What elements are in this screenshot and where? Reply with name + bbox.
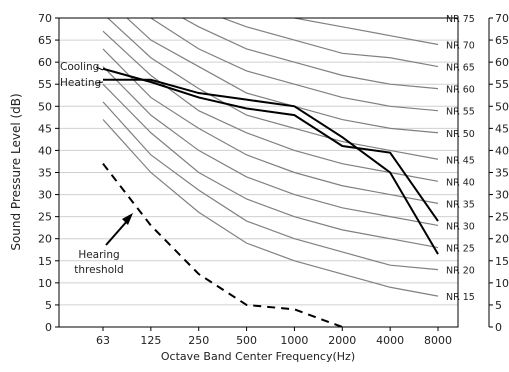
y-tick-label-right: 30	[495, 189, 509, 202]
nr-curve-line	[102, 48, 439, 204]
y-axis-title: Sound Pressure Level (dB)	[9, 93, 23, 250]
nr-curve-label: NR 30	[446, 221, 475, 232]
y-tick-label: 25	[38, 211, 52, 224]
y-tick-label: 45	[38, 122, 52, 135]
nr-curve-line	[106, 18, 439, 160]
nr-curve-line	[431, 18, 438, 19]
x-tick-label: 125	[140, 334, 161, 347]
x-tick-label: 2000	[328, 334, 356, 347]
x-tick-label: 250	[188, 334, 209, 347]
y-tick-label: 65	[38, 34, 52, 47]
y-tick-label: 0	[45, 321, 52, 334]
y-tick-label: 10	[38, 277, 52, 290]
nr-curves	[102, 18, 439, 297]
y-tick-label-right: 35	[495, 167, 509, 180]
y-tick-label: 35	[38, 167, 52, 180]
y-tick-label-right: 20	[495, 233, 509, 246]
x-axis-title: Octave Band Center Frequency(Hz)	[161, 350, 355, 363]
nr-curve-line	[181, 18, 439, 90]
nr-curve-label: NR 60	[446, 85, 475, 96]
y-tick-label: 5	[45, 299, 52, 312]
heating-leader	[95, 81, 104, 84]
x-tick-label: 500	[236, 334, 257, 347]
nr-curve-label: NR 40	[446, 177, 475, 188]
y-tick-label: 40	[38, 144, 52, 157]
y-tick-label-right: 25	[495, 211, 509, 224]
y-tick-label-right: 50	[495, 100, 509, 113]
nr-curve-label: NR 55	[446, 107, 475, 118]
x-tick-label: 1000	[280, 334, 308, 347]
nr-curve-line	[126, 18, 439, 134]
nr-curve-line	[102, 119, 439, 297]
x-axis: 63 125 250 500 1000 2000 4000 8000	[96, 327, 452, 347]
x-tick-label: 63	[96, 334, 110, 347]
threshold-arrowhead	[122, 213, 133, 225]
y-axis-right: 0 5 10 15 20 25 30 35 40 45 50 55 60 65 70	[488, 12, 509, 334]
y-tick-label: 30	[38, 189, 52, 202]
y-tick-label: 60	[38, 56, 52, 69]
x-tick-label: 8000	[424, 334, 452, 347]
y-tick-label-right: 65	[495, 34, 509, 47]
series-line	[102, 67, 439, 222]
y-axis-left: 0 5 10 15 20 25 30 35 40 45 50 55 60 65 70	[38, 12, 59, 334]
threshold-label-line2: threshold	[74, 264, 123, 276]
y-tick-label-right: 55	[495, 78, 509, 91]
nr-curve-line	[220, 18, 439, 68]
data-series	[102, 67, 439, 327]
y-tick-label-right: 0	[495, 321, 502, 334]
threshold-arrow	[105, 219, 129, 246]
cooling-leader	[95, 66, 104, 71]
y-tick-label: 20	[38, 233, 52, 246]
y-tick-label: 55	[38, 78, 52, 91]
nr-curve-label: NR 65	[446, 63, 475, 74]
series-line	[103, 78, 439, 255]
nr-curve-label: NR 35	[446, 199, 475, 210]
y-tick-label-right: 10	[495, 277, 509, 290]
y-tick-label-right: 45	[495, 122, 509, 135]
y-tick-label-right: 15	[495, 255, 509, 268]
y-tick-label: 70	[38, 12, 52, 25]
x-tick-label: 4000	[376, 334, 404, 347]
nr-curve-label: NR 25	[446, 244, 475, 255]
series-line	[102, 163, 348, 327]
y-tick-label: 15	[38, 255, 52, 268]
y-tick-label-right: 40	[495, 144, 509, 157]
heating-label: Heating	[60, 77, 101, 89]
nr-curve-labels: NR 15 NR 20 NR 25 NR 30 NR 35 NR 40 NR 45 NR 50…	[446, 14, 475, 303]
y-tick-label: 50	[38, 100, 52, 113]
nr-curve-line	[102, 66, 439, 227]
nr-curve-line	[102, 83, 439, 249]
nr-curve-line	[149, 18, 439, 112]
nr-curve-label: NR 45	[446, 155, 475, 166]
cooling-label: Cooling	[60, 61, 99, 73]
nr-curve-label: NR 50	[446, 129, 475, 140]
nr-curve-label: NR 75	[446, 14, 475, 25]
nr-curve-line	[292, 18, 439, 46]
y-tick-label-right: 70	[495, 12, 509, 25]
nr-curve-label: NR 15	[446, 292, 475, 303]
y-tick-label-right: 60	[495, 56, 509, 69]
nr-curve-line	[102, 101, 439, 271]
y-tick-label-right: 5	[495, 299, 502, 312]
threshold-label-line1: Hearing	[78, 249, 119, 261]
nr-curve-label: NR 20	[446, 266, 475, 277]
nr-curve-label: NR 70	[446, 40, 475, 51]
